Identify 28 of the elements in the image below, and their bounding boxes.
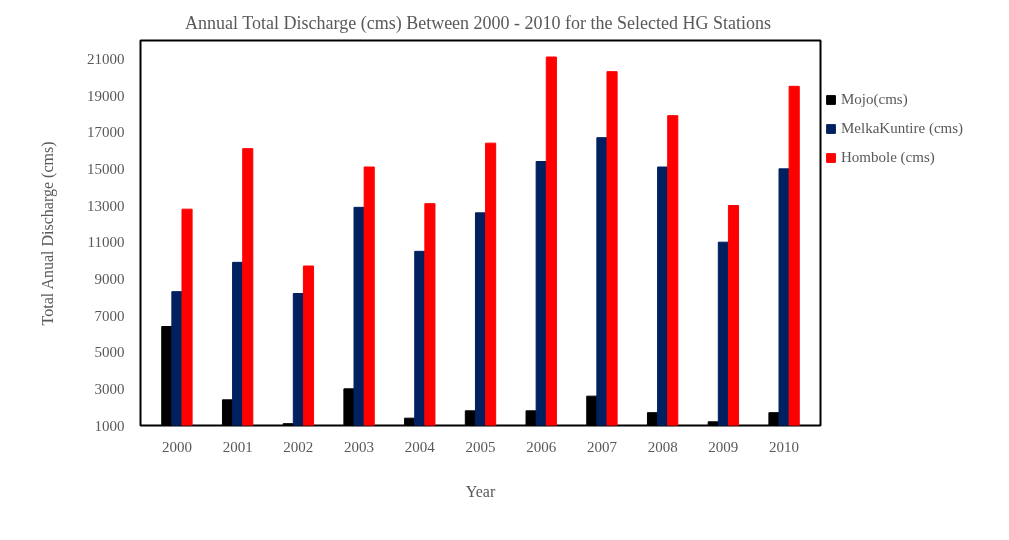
x-axis-title: Year bbox=[465, 482, 496, 500]
y-tick-label: 7000 bbox=[94, 307, 125, 324]
x-tick-label: 2003 bbox=[344, 438, 375, 455]
x-tick-label: 2001 bbox=[222, 438, 253, 455]
x-tick-label: 2004 bbox=[404, 438, 436, 455]
legend-label: Hombole (cms) bbox=[841, 149, 935, 166]
y-tick-label: 3000 bbox=[94, 380, 125, 397]
y-tick-label: 13000 bbox=[87, 197, 125, 214]
x-tick-label: 2007 bbox=[586, 438, 618, 455]
legend-label: Mojo(cms) bbox=[841, 91, 908, 108]
x-tick-label: 2000 bbox=[161, 438, 192, 455]
legend-label: MelkaKuntire (cms) bbox=[841, 120, 964, 137]
y-tick-label: 17000 bbox=[87, 124, 125, 141]
y-tick-label: 5000 bbox=[94, 344, 125, 361]
x-tick-label: 2005 bbox=[465, 438, 496, 455]
y-tick-label: 21000 bbox=[87, 50, 125, 67]
y-tick-label: 15000 bbox=[87, 160, 125, 177]
y-tick-label: 1000 bbox=[94, 417, 125, 434]
y-tick-label: 11000 bbox=[87, 234, 125, 251]
x-tick-label: 2008 bbox=[647, 438, 678, 455]
x-tick-label: 2010 bbox=[769, 438, 800, 455]
chart-title: Annual Total Discharge (cms) Between 2000 - 2010 for the Selected HG Stations bbox=[185, 12, 772, 34]
y-axis-title: Total Anual Discharge (cms) bbox=[39, 141, 57, 326]
x-tick-label: 2006 bbox=[526, 438, 557, 455]
y-tick-label: 9000 bbox=[94, 270, 125, 287]
y-tick-label: 19000 bbox=[87, 87, 125, 104]
x-tick-label: 2009 bbox=[708, 438, 739, 455]
x-tick-label: 2002 bbox=[283, 438, 314, 455]
